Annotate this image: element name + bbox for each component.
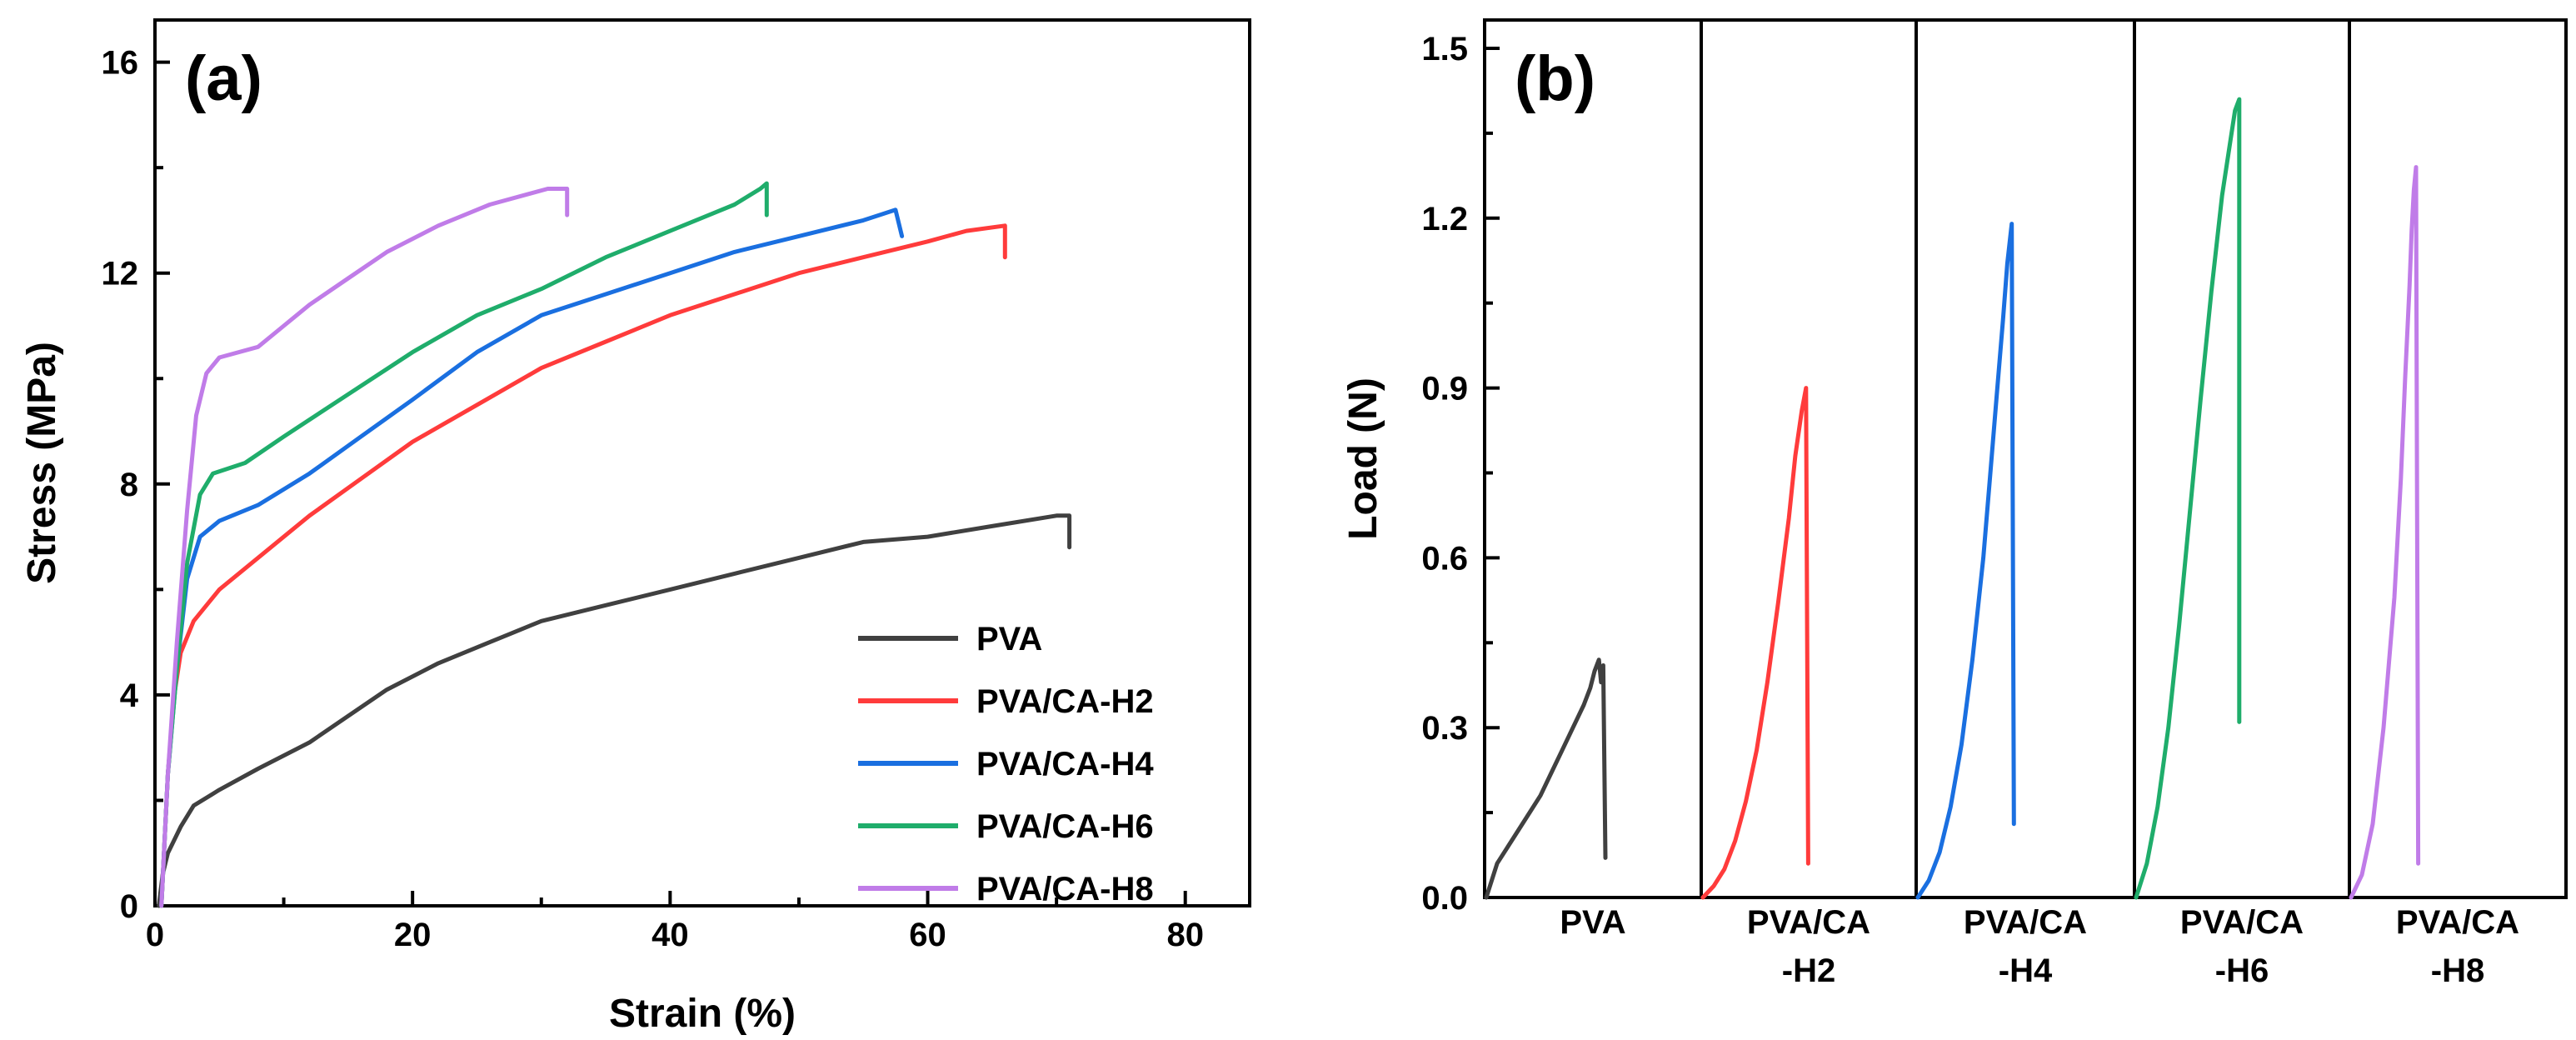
y-tick-label: 0.9	[1421, 371, 1468, 408]
y-tick-label: 1.2	[1421, 201, 1468, 238]
y-axis-title: Stress (MPa)	[20, 342, 64, 584]
category-label-pva: PVA	[1560, 904, 1625, 941]
category-label-pva-ca-h4: PVA/CA -H4	[1964, 904, 2087, 989]
y-tick-label: 0.3	[1421, 710, 1468, 747]
series-pva-ca-h2-load	[1700, 386, 1810, 900]
x-tick-label: 20	[394, 917, 432, 953]
legend-label-pva-ca-h6: PVA/CA-H6	[976, 808, 1154, 845]
series-pva-load	[1484, 658, 1608, 900]
series-pva	[157, 513, 1072, 908]
series-pva-ca-h8-load	[2349, 165, 2421, 900]
y-axis-title-b: Load (N)	[1341, 378, 1385, 540]
series-pva-ca-h2	[159, 223, 1007, 908]
y-tick-label: 0.6	[1421, 540, 1468, 577]
y-tick-label: 16	[102, 45, 139, 82]
x-axis-title: Strain (%)	[609, 992, 796, 1036]
panel-a-stress-strain: 0 20 40 60 80 0 4 8 12 16 Strain (%) Stress (MPa) (a…	[20, 18, 1251, 1036]
x-tick-label: 80	[1166, 917, 1204, 953]
series-pva-ca-h6-load	[2134, 97, 2242, 900]
legend-label-pva-ca-h2: PVA/CA-H2	[976, 683, 1154, 720]
series-pva-ca-h4-load	[1915, 222, 2016, 900]
y-tick-label: 1.5	[1421, 31, 1468, 68]
series-pva-ca-h6	[159, 181, 769, 908]
y-tick-label: 12	[102, 256, 139, 292]
panel-b-load: 0.0 0.3 0.6 0.9 1.2 1.5 Load (N) (b) PVA PVA/CA -H…	[1341, 18, 2568, 989]
y-tick-label: 0	[120, 888, 138, 925]
category-label-pva-ca-h8: PVA/CA -H8	[2396, 904, 2519, 989]
category-label-pva-ca-h2: PVA/CA -H2	[1747, 904, 1870, 989]
panel-label-b: (b)	[1515, 43, 1595, 114]
legend-label-pva-ca-h4: PVA/CA-H4	[976, 746, 1154, 782]
legend-label-pva: PVA	[976, 621, 1042, 658]
y-tick-label: 8	[120, 467, 138, 503]
x-tick-label: 40	[651, 917, 689, 953]
plot-frame	[153, 18, 1251, 908]
series-pva-ca-h8	[159, 187, 570, 908]
x-tick-label: 60	[909, 917, 946, 953]
legend-label-pva-ca-h8: PVA/CA-H8	[976, 871, 1154, 908]
x-tick-label: 0	[146, 917, 164, 953]
plot-frame-b	[1483, 18, 2568, 899]
panel-label-a: (a)	[185, 43, 262, 114]
category-label-pva-ca-h6: PVA/CA -H6	[2180, 904, 2304, 989]
y-tick-label: 4	[120, 678, 139, 714]
y-tick-label: 0.0	[1421, 880, 1468, 917]
